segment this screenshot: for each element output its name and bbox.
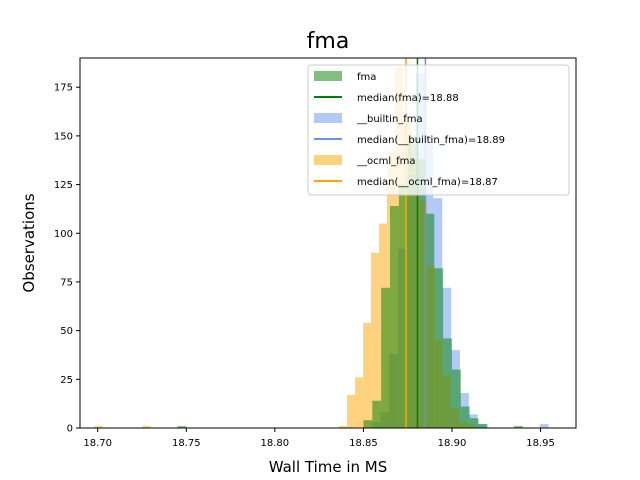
y-tick-label: 125 [54, 180, 73, 191]
legend-swatch [314, 113, 342, 123]
histogram-bar [372, 400, 382, 428]
legend-label: __ocml_fma [356, 156, 416, 167]
legend-label: median(__builtin_fma)=18.89 [357, 135, 505, 146]
histogram-bar [443, 338, 452, 428]
histogram-bar [370, 252, 379, 428]
histogram-bar [339, 426, 348, 428]
histogram-bar [407, 135, 417, 429]
x-tick-label: 18.85 [349, 438, 378, 449]
legend-swatch [314, 155, 342, 165]
histogram-bar [347, 394, 356, 428]
x-tick-label: 18.95 [526, 438, 555, 449]
y-axis-label: Observations [20, 193, 38, 292]
x-tick-label: 18.80 [261, 438, 290, 449]
y-tick-label: 50 [60, 326, 73, 337]
histogram-bar [452, 369, 461, 428]
y-tick-label: 0 [67, 424, 73, 435]
y-tick-label: 75 [60, 277, 73, 288]
x-axis-ticks: 18.70 18.75 18.80 18.85 18.90 18.95 [83, 428, 555, 449]
histogram-bar [390, 206, 399, 428]
y-tick-label: 100 [54, 229, 73, 240]
legend-label: median(__ocml_fma)=18.87 [357, 177, 498, 188]
x-tick-label: 18.75 [172, 438, 201, 449]
x-tick-label: 18.90 [438, 438, 467, 449]
x-tick-label: 18.70 [83, 438, 112, 449]
series-fma [177, 135, 523, 429]
histogram-bar [425, 213, 435, 428]
histogram-bar [398, 184, 408, 428]
y-tick-label: 150 [54, 131, 73, 142]
y-tick-label: 175 [54, 83, 73, 94]
histogram-bar [355, 377, 363, 428]
histogram-bars [94, 67, 549, 429]
histogram-bar [363, 420, 373, 428]
legend-swatch [314, 71, 342, 81]
y-tick-label: 25 [60, 375, 73, 386]
histogram-bar [434, 268, 444, 428]
histogram-bar [142, 426, 151, 428]
histogram-bar [514, 426, 523, 428]
histogram-bar [416, 159, 426, 428]
histogram-bar [381, 287, 390, 428]
histogram-bar [460, 406, 470, 428]
histogram-bar [469, 418, 479, 428]
plot-frame [79, 57, 577, 429]
legend-label: fma [357, 72, 376, 83]
legend: fma median(fma)=18.88 __builtin_fma median(… [307, 64, 570, 196]
chart-title: fma [307, 29, 350, 54]
histogram-bar [539, 424, 549, 428]
histogram-bar [362, 322, 371, 428]
histogram-bar [177, 426, 187, 428]
histogram-bar [94, 426, 103, 428]
legend-box [307, 64, 570, 196]
x-axis-label: Wall Time in MS [269, 458, 388, 476]
y-axis-ticks: 0 25 50 75 100 125 150 175 [54, 83, 80, 435]
histogram-bar [478, 424, 488, 428]
legend-label: __builtin_fma [356, 114, 423, 125]
legend-label: median(fma)=18.88 [357, 93, 459, 104]
